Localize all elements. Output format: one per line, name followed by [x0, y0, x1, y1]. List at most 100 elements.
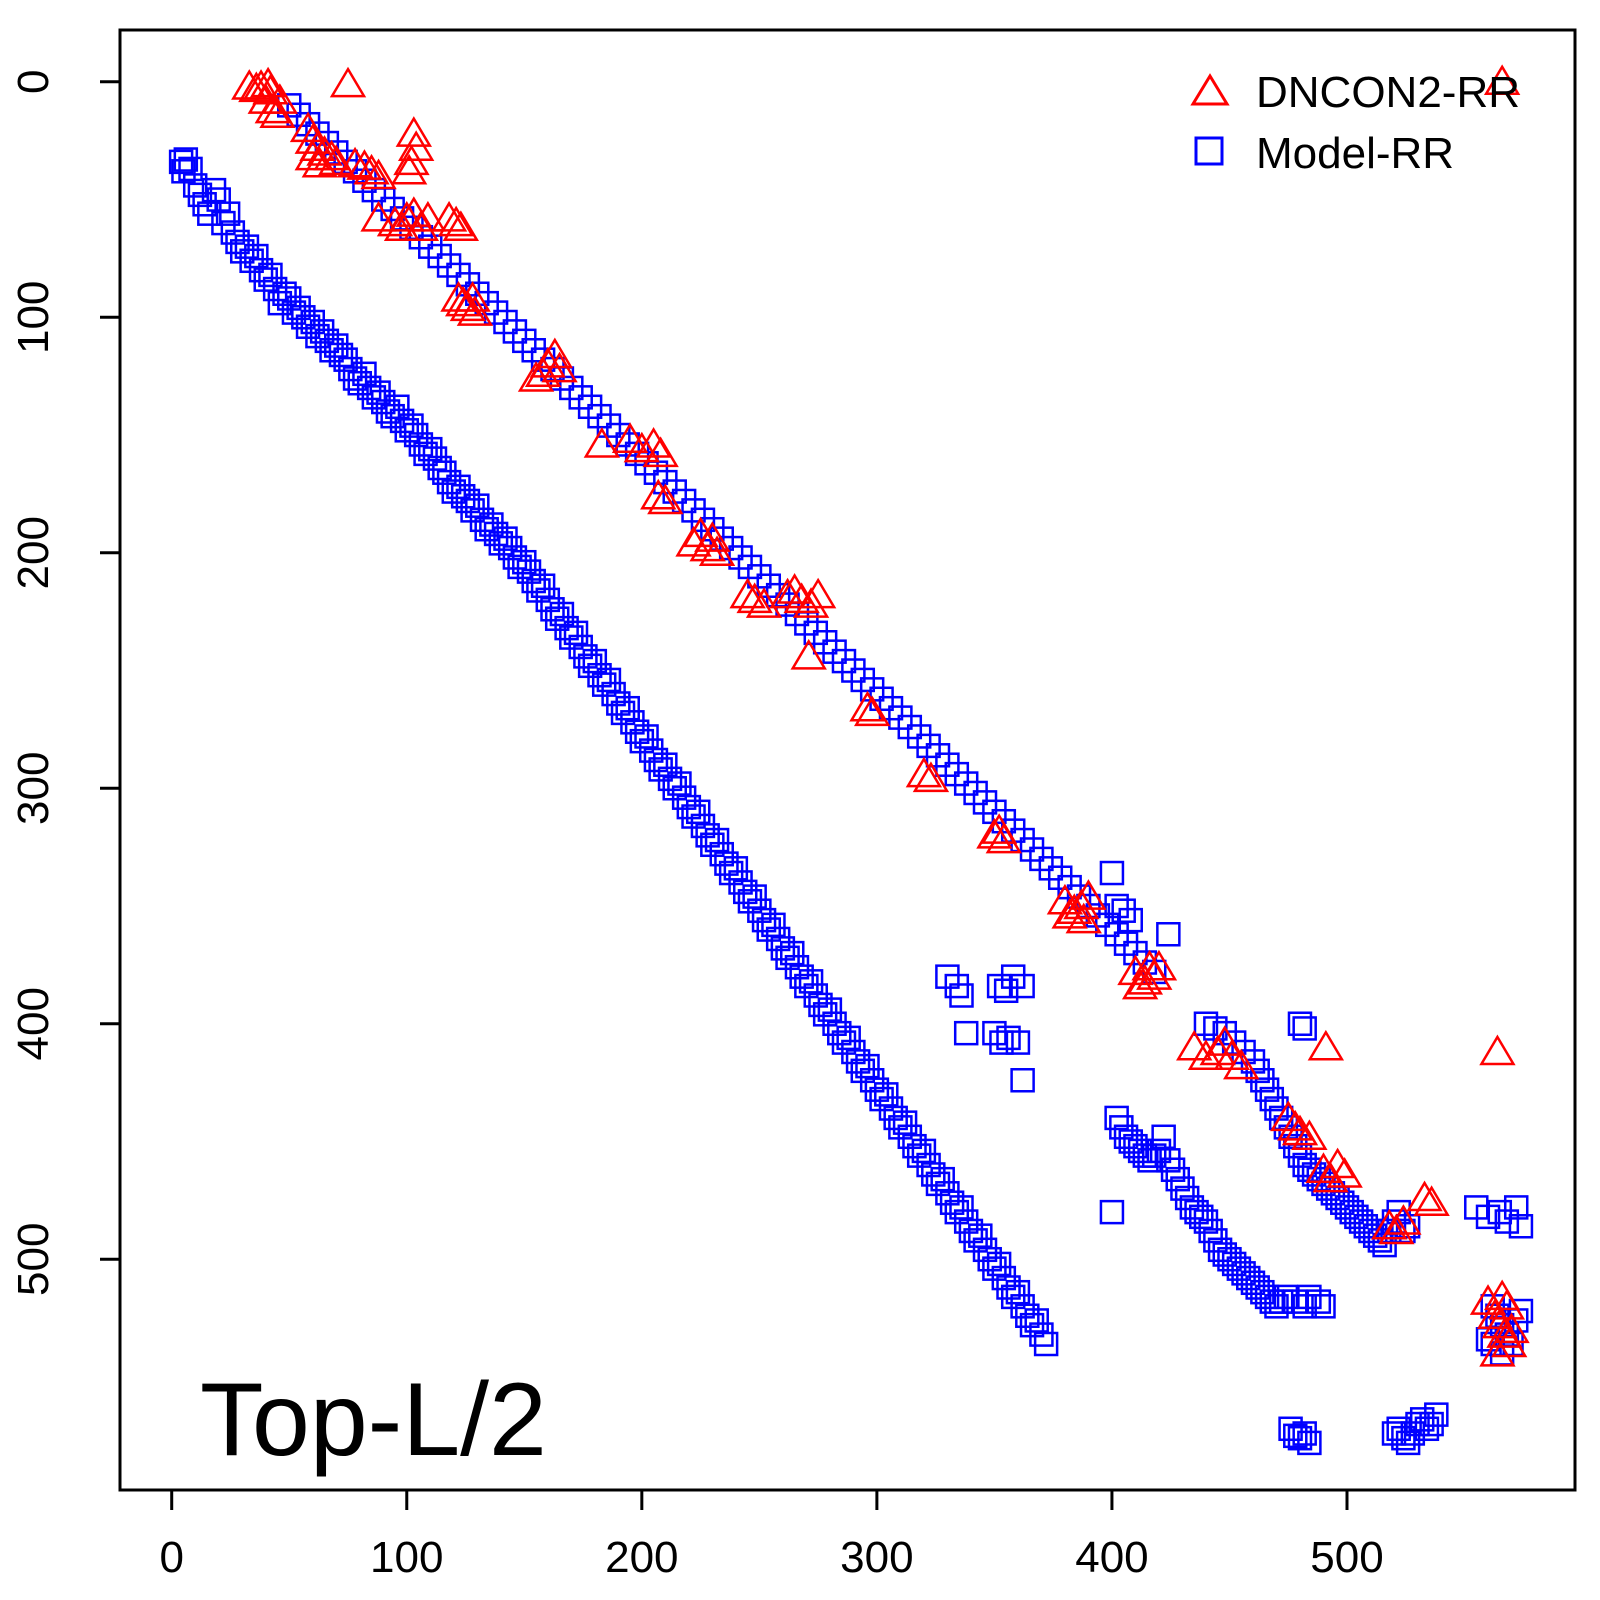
legend-square-marker [1194, 136, 1224, 166]
model-rr-point [521, 338, 546, 363]
model-rr-point [516, 559, 542, 584]
model-rr-point [822, 639, 847, 664]
model-rr-point [1010, 1294, 1035, 1319]
dncon2-rr-series [231, 64, 1530, 1367]
model-rr-point [1287, 1011, 1313, 1036]
model-rr-point [309, 319, 335, 344]
model-rr-point [1019, 837, 1045, 862]
model-rr-point [864, 1077, 890, 1102]
legend-label-dncon2-rr: DNCON2-RR [1256, 68, 1520, 117]
model-rr-point [1104, 1105, 1129, 1131]
model-rr-point [1000, 1284, 1026, 1310]
dncon2-rr-point [1270, 1100, 1307, 1132]
model-rr-point [906, 724, 932, 749]
model-rr-point [441, 479, 467, 504]
model-rr-point [751, 907, 777, 933]
model-rr-point [239, 248, 264, 274]
model-rr-point [338, 356, 363, 382]
model-rr-point [1099, 1199, 1125, 1225]
model-rr-point [469, 507, 495, 533]
model-rr-point [187, 182, 213, 208]
dncon2-rr-point [390, 153, 428, 185]
model-rr-point [1254, 1284, 1280, 1310]
legend-triangle-marker [1190, 73, 1230, 106]
dncon2-rr-point [694, 521, 731, 552]
dncon2-rr-point [799, 577, 837, 609]
model-rr-point [1268, 1289, 1294, 1314]
model-rr-point [1015, 1303, 1040, 1328]
dncon2-rr-point [336, 146, 374, 178]
model-rr-point [841, 658, 866, 683]
model-rr-point [1174, 1185, 1200, 1211]
model-rr-point [549, 601, 575, 627]
model-rr-point [342, 366, 368, 391]
model-rr-point [1414, 1416, 1440, 1442]
model-rr-point [225, 229, 250, 255]
model-rr-point [822, 1011, 847, 1036]
model-rr-point [1029, 846, 1054, 872]
dncon2-rr-point [1307, 1029, 1345, 1061]
model-rr-point [869, 1086, 894, 1112]
model-rr-point [1348, 1209, 1374, 1234]
y-tick-label: 100 [9, 281, 58, 354]
model-rr-point [1123, 940, 1148, 966]
model-rr-point [1386, 1416, 1411, 1442]
model-rr-point [963, 780, 988, 806]
dncon2-rr-point [313, 139, 350, 171]
model-rr-point [1165, 1166, 1191, 1192]
model-rr-point [1005, 1279, 1031, 1305]
model-rr-point [817, 997, 843, 1022]
dncon2-rr-point [745, 587, 783, 618]
dncon2-rr-point [1065, 902, 1102, 934]
model-rr-point [1400, 1421, 1426, 1446]
model-rr-point [775, 592, 800, 617]
dncon2-rr-point [635, 427, 672, 458]
model-rr-point [220, 220, 246, 245]
model-rr-point [681, 498, 706, 523]
model-rr-point [328, 342, 354, 368]
dncon2-rr-point [853, 695, 891, 727]
model-rr-point [1292, 1152, 1317, 1178]
model-rr-point [418, 234, 443, 259]
model-rr-point [559, 375, 584, 401]
model-rr-point [361, 385, 387, 410]
dncon2-rr-point [1140, 949, 1178, 981]
model-rr-point [1137, 1148, 1162, 1173]
dncon2-rr-point [1488, 1288, 1526, 1320]
model-rr-point [512, 328, 537, 354]
model-rr-point [902, 1133, 927, 1159]
model-rr-point [784, 954, 810, 980]
model-rr-point [737, 554, 763, 580]
model-rr-point [615, 695, 640, 721]
model-rr-point [540, 597, 565, 622]
model-rr-point [1283, 1423, 1308, 1449]
model-rr-point [935, 964, 960, 989]
model-rr-point [733, 879, 758, 905]
model-rr-point [709, 841, 734, 867]
model-rr-point [1264, 1294, 1289, 1319]
model-rr-point [1362, 1223, 1388, 1248]
model-rr-point [916, 733, 941, 759]
model-rr-point [888, 1115, 913, 1140]
model-rr-point [1104, 893, 1129, 919]
dncon2-rr-point [640, 478, 677, 510]
model-rr-point [380, 403, 405, 429]
model-rr-point [1381, 1421, 1407, 1446]
model-rr-point [1297, 1284, 1322, 1310]
dncon2-rr-point [353, 153, 390, 185]
model-rr-point [1250, 1279, 1275, 1305]
model-rr-point [667, 771, 692, 796]
dncon2-rr-point [1070, 879, 1107, 910]
model-rr-point [1207, 1237, 1233, 1263]
model-rr-point [244, 243, 269, 269]
y-tick-label: 500 [9, 1223, 58, 1296]
model-rr-point [831, 1030, 857, 1055]
model-rr-point [953, 1020, 979, 1046]
model-rr-point [789, 964, 814, 989]
model-rr-point [201, 177, 227, 203]
y-tick-label: 200 [9, 516, 58, 589]
model-rr-point [1259, 1086, 1285, 1112]
model-rr-point [1212, 1242, 1238, 1267]
model-rr-point [925, 743, 951, 768]
dncon2-rr-point [647, 483, 684, 515]
